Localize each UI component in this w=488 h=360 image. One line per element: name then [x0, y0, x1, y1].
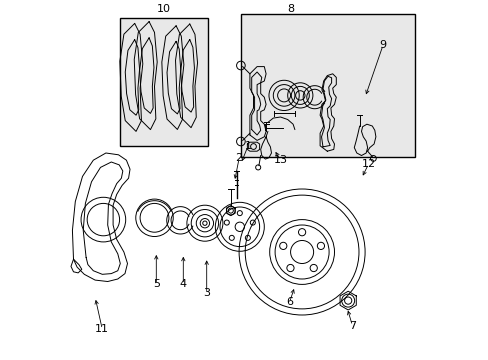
Text: 10: 10 [156, 4, 170, 14]
Text: 5: 5 [152, 279, 160, 289]
Text: 13: 13 [273, 155, 287, 165]
Bar [241, 14, 415, 157]
Text: 12: 12 [361, 159, 375, 169]
Text: 1: 1 [244, 141, 251, 151]
Text: 7: 7 [348, 321, 355, 331]
Text: 6: 6 [285, 297, 292, 307]
Text: 9: 9 [379, 40, 386, 50]
Text: 11: 11 [95, 324, 109, 334]
Bar [120, 18, 208, 146]
Text: 3: 3 [203, 288, 210, 298]
Text: 2: 2 [235, 153, 242, 163]
Text: 8: 8 [287, 4, 294, 14]
Text: 4: 4 [180, 279, 186, 289]
